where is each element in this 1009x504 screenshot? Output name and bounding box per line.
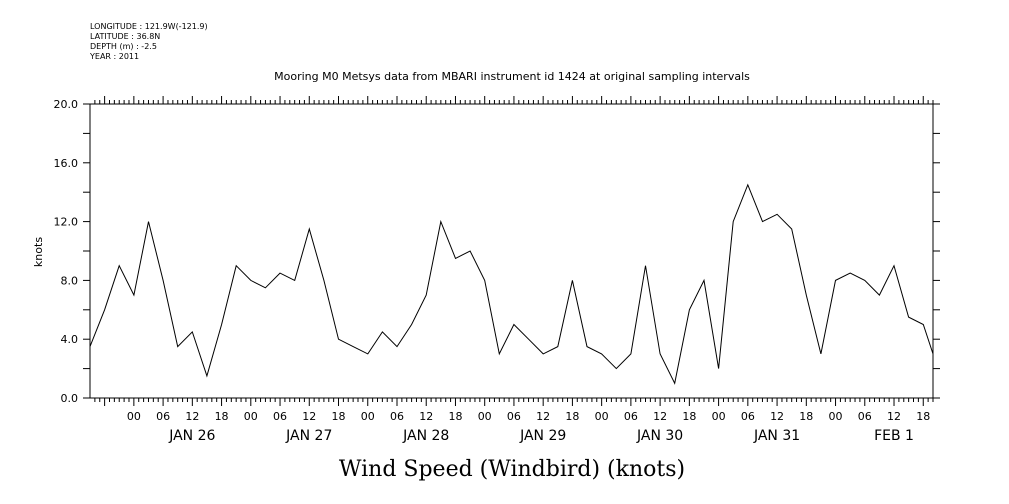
year-label: YEAR : 2011 [90, 52, 140, 61]
x-axis-day-labels: JAN 26 JAN 27 JAN 28 JAN 29 JAN 30 JAN 31 FEB … [168, 428, 914, 444]
x-hour-label: 06 [507, 410, 521, 423]
longitude-label: LONGITUDE : 121.9W(-121.9) [90, 22, 208, 31]
x-hour-label: 12 [653, 410, 667, 423]
x-day-label: JAN 30 [636, 428, 683, 444]
mooring-metadata: LONGITUDE : 121.9W(-121.9) LATITUDE : 36… [90, 22, 208, 62]
depth-label: DEPTH (m) : -2.5 [90, 42, 157, 51]
y-axis-label: knots [32, 237, 45, 267]
y-tick-label: 12.0 [54, 216, 79, 229]
x-hour-label: 06 [741, 410, 755, 423]
x-hour-label: 00 [478, 410, 492, 423]
x-hour-label: 00 [595, 410, 609, 423]
x-hour-label: 12 [536, 410, 550, 423]
x-hour-label: 12 [770, 410, 784, 423]
y-tick-label: 20.0 [54, 98, 79, 111]
x-hour-label: 18 [565, 410, 579, 423]
x-hour-label: 12 [887, 410, 901, 423]
y-tick-label: 4.0 [61, 333, 79, 346]
x-hour-label: 00 [244, 410, 258, 423]
x-day-label: FEB 1 [874, 428, 914, 444]
x-hour-label: 00 [127, 410, 141, 423]
x-axis-ticks [94, 96, 934, 406]
y-axis-ticks: 0.0 4.0 8.0 12.0 16.0 20.0 [54, 98, 940, 405]
x-day-label: JAN 26 [168, 428, 215, 444]
x-day-label: JAN 31 [753, 428, 800, 444]
x-axis-hour-labels: 00 06 12 18 00 06 12 18 00 06 12 18 00 06 12 18 00 06 12 18… [127, 410, 930, 423]
chart-title: Mooring M0 Metsys data from MBARI instru… [274, 70, 750, 83]
x-hour-label: 12 [302, 410, 316, 423]
x-day-label: JAN 28 [402, 428, 449, 444]
y-tick-label: 0.0 [61, 392, 79, 405]
wind-speed-line [89, 183, 934, 385]
plot-frame [89, 103, 934, 399]
x-hour-label: 06 [156, 410, 170, 423]
x-hour-label: 06 [273, 410, 287, 423]
x-hour-label: 00 [829, 410, 843, 423]
x-hour-label: 18 [332, 410, 346, 423]
x-hour-label: 06 [624, 410, 638, 423]
x-hour-label: 18 [215, 410, 229, 423]
latitude-label: LATITUDE : 36.8N [90, 32, 161, 41]
x-hour-label: 18 [682, 410, 696, 423]
x-hour-label: 06 [858, 410, 872, 423]
x-hour-label: 18 [799, 410, 813, 423]
x-hour-label: 12 [185, 410, 199, 423]
y-tick-label: 8.0 [61, 274, 79, 287]
x-hour-label: 18 [916, 410, 930, 423]
x-axis-title: Wind Speed (Windbird) (knots) [339, 457, 685, 482]
x-day-label: JAN 29 [519, 428, 566, 444]
x-hour-label: 00 [361, 410, 375, 423]
x-hour-label: 00 [712, 410, 726, 423]
y-tick-label: 16.0 [54, 157, 79, 170]
x-hour-label: 12 [419, 410, 433, 423]
x-hour-label: 18 [448, 410, 462, 423]
x-hour-label: 06 [390, 410, 404, 423]
x-day-label: JAN 27 [285, 428, 332, 444]
